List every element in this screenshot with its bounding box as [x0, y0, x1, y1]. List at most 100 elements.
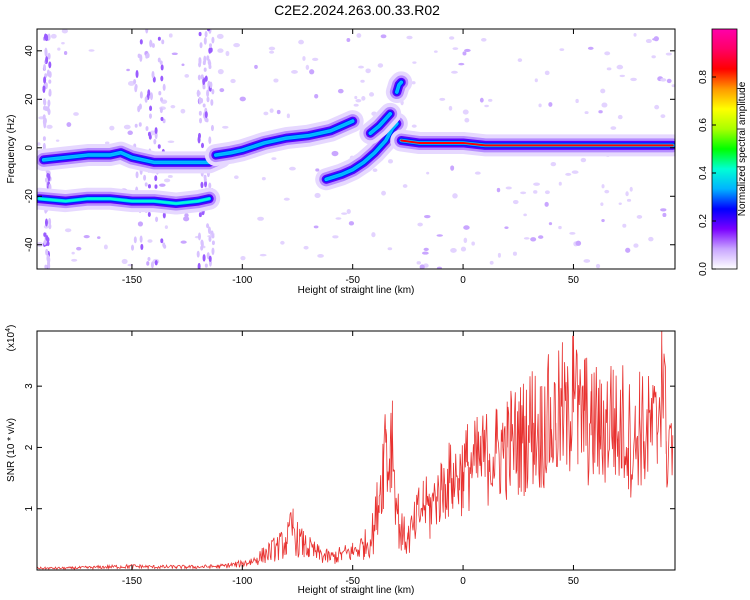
noise-speck [44, 177, 48, 183]
noise-speck [160, 75, 164, 82]
noise-speck [151, 70, 155, 79]
noise-speck [337, 88, 344, 94]
noise-speck [544, 190, 550, 195]
noise-speck [206, 223, 210, 229]
spectral-track-5-core [395, 81, 403, 94]
y-tick-label: -20 [24, 189, 35, 204]
noise-speck [666, 78, 672, 84]
noise-speck [121, 258, 128, 265]
noise-speck [286, 113, 290, 119]
noise-speck [45, 33, 49, 42]
noise-speck [512, 199, 519, 205]
noise-speck [164, 225, 168, 229]
noise-speck [50, 33, 57, 39]
noise-speck [538, 235, 544, 239]
noise-speck [474, 171, 481, 175]
noise-speck [219, 88, 225, 93]
noise-speck [131, 244, 135, 251]
noise-speck [147, 211, 151, 217]
noise-speck [360, 79, 365, 83]
noise-speck [463, 237, 468, 244]
noise-speck [47, 52, 51, 60]
noise-speck [353, 103, 359, 107]
snr-content [37, 331, 674, 570]
noise-speck [159, 107, 163, 114]
noise-speck [273, 78, 279, 83]
noise-speck [167, 174, 173, 178]
noise-speck [43, 99, 47, 106]
noise-speck [355, 99, 362, 103]
noise-speck [150, 261, 154, 269]
noise-speck [312, 57, 319, 62]
noise-speck [463, 225, 470, 230]
noise-speck [184, 74, 190, 78]
noise-speck [197, 132, 201, 139]
noise-speck [200, 97, 204, 104]
colorbar-label: Normalized spectral amplitude [737, 81, 748, 216]
noise-speck [660, 114, 666, 119]
noise-speck [601, 102, 608, 108]
noise-speck [464, 117, 470, 123]
noise-speck [66, 122, 72, 127]
snr-axes: -150 -100 -50 0 50 1 2 3 [24, 331, 675, 587]
colorbar-tick-label: 0.0 [698, 262, 709, 276]
y-tick-label: 40 [24, 45, 35, 57]
noise-speck [137, 221, 144, 227]
noise-speck [43, 105, 47, 111]
noise-speck [387, 159, 394, 164]
noise-speck [633, 243, 639, 248]
noise-speck [254, 64, 258, 69]
noise-speck [471, 241, 475, 246]
noise-speck [633, 33, 637, 37]
noise-speck [225, 50, 230, 57]
spectral-track-3-core [325, 122, 398, 181]
noise-speck [538, 103, 542, 108]
noise-speck [484, 104, 489, 108]
noise-speck [604, 51, 611, 56]
noise-speck [135, 171, 139, 179]
noise-speck [45, 234, 49, 241]
noise-speck [109, 125, 115, 131]
noise-speck [42, 136, 46, 141]
noise-speck [629, 186, 633, 192]
noise-speck [202, 85, 206, 90]
noise-speck [625, 247, 631, 253]
spectral-track-2-core [214, 120, 354, 157]
x-tick-label: -150 [122, 275, 142, 286]
noise-speck [618, 202, 622, 205]
noise-speck [143, 174, 147, 181]
noise-speck [160, 64, 164, 71]
snr-xlabel: Height of straight line (km) [298, 585, 415, 596]
noise-speck [202, 103, 206, 108]
noise-speck [204, 180, 208, 188]
noise-speck [402, 184, 408, 188]
noise-speck [365, 68, 371, 74]
noise-speck [411, 124, 417, 128]
noise-speck [606, 67, 612, 71]
x-tick-label: -150 [122, 576, 142, 587]
noise-speck [168, 33, 173, 38]
snr-series-line [37, 331, 674, 570]
snr-frame [36, 330, 676, 571]
noise-speck [458, 62, 465, 66]
noise-speck [230, 78, 236, 84]
noise-speck [61, 29, 68, 34]
noise-speck [575, 98, 579, 104]
noise-speck [523, 237, 530, 240]
noise-speck [76, 246, 82, 251]
noise-speck [209, 47, 213, 53]
noise-speck [436, 234, 443, 237]
noise-speck [48, 217, 52, 226]
noise-speck [198, 58, 202, 66]
noise-speck [200, 74, 204, 80]
noise-speck [548, 222, 553, 226]
noise-speck [183, 216, 190, 222]
noise-speck [530, 237, 537, 242]
noise-speck [361, 96, 366, 101]
noise-speck [160, 238, 164, 244]
y-tick-label: 2 [24, 444, 35, 450]
y-tick-label: -40 [24, 237, 35, 252]
noise-speck [625, 191, 629, 197]
noise-speck [558, 225, 562, 230]
noise-speck [197, 232, 201, 241]
